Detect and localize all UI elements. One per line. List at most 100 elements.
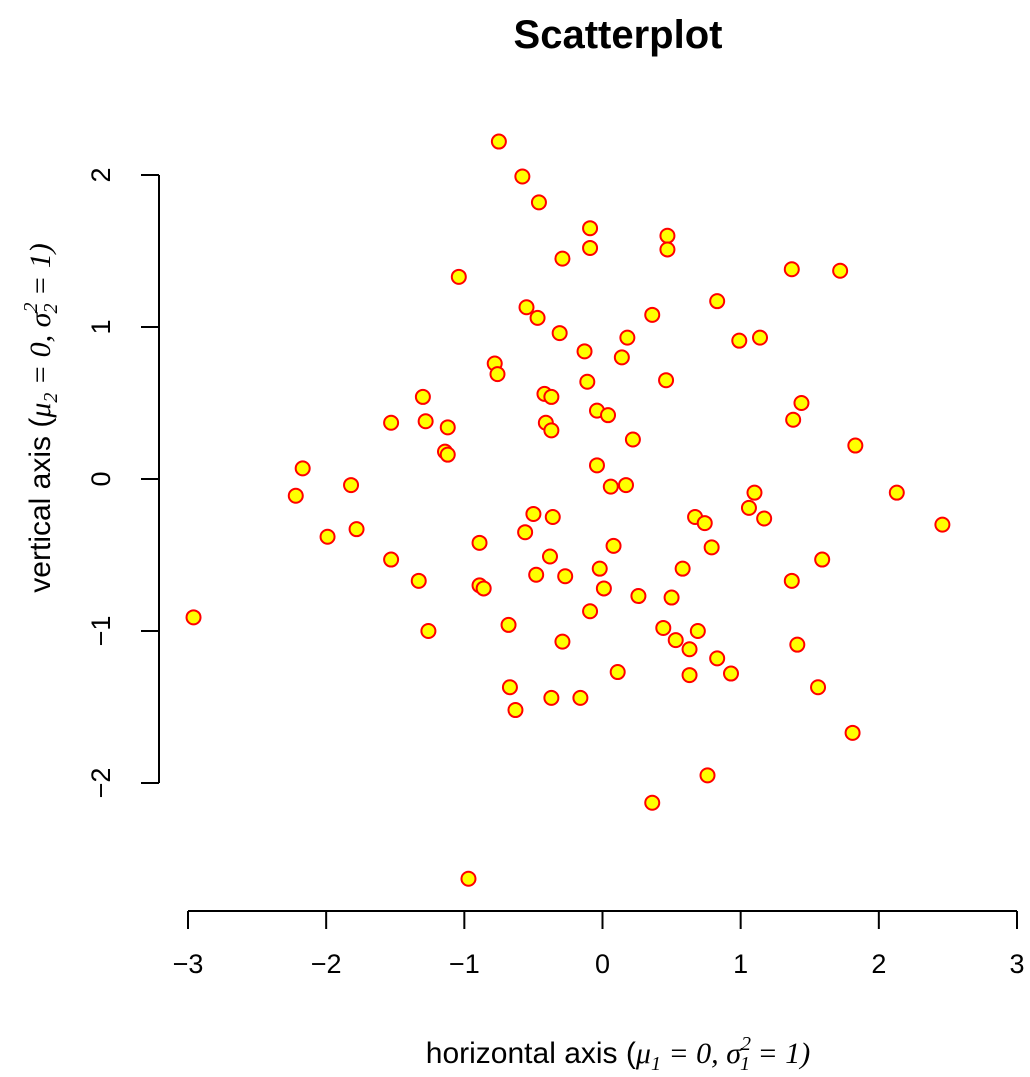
x-axis-label-mu-sub: 1 bbox=[651, 1053, 661, 1075]
scatter-point bbox=[689, 623, 706, 639]
scatter-point bbox=[814, 551, 831, 568]
scatter-point bbox=[832, 262, 849, 279]
scatter-point bbox=[582, 603, 599, 620]
x-axis-label-sigma: σ bbox=[726, 1037, 742, 1070]
scatter-point bbox=[543, 689, 560, 706]
y-axis-label-sigma-sub: 2 bbox=[40, 304, 62, 314]
chart-title: Scatterplot bbox=[514, 13, 723, 57]
scatter-point bbox=[696, 515, 713, 532]
scatter-point bbox=[703, 539, 720, 556]
scatter-point bbox=[185, 609, 202, 626]
x-tick-label: 3 bbox=[1009, 949, 1024, 979]
scatter-point bbox=[609, 664, 626, 681]
scatter-point bbox=[551, 325, 568, 342]
scatter-point bbox=[500, 616, 517, 633]
scatter-point bbox=[383, 414, 400, 431]
scatter-point bbox=[579, 373, 596, 390]
scatter-point bbox=[287, 487, 304, 504]
scatter-point bbox=[600, 407, 617, 424]
scatter-point bbox=[383, 551, 400, 568]
scatter-point bbox=[681, 667, 698, 684]
scatter-point bbox=[847, 437, 864, 454]
y-axis-label-sigma-sup: 2 bbox=[20, 303, 42, 313]
x-tick-label: 0 bbox=[595, 949, 610, 979]
scatter-point bbox=[294, 460, 311, 477]
x-axis-label-mu: μ bbox=[635, 1037, 651, 1070]
scatter-point bbox=[507, 702, 524, 719]
scatter-point bbox=[417, 413, 434, 430]
x-axis-label-prefix: horizontal axis ( bbox=[426, 1037, 636, 1070]
x-tick-label: −3 bbox=[173, 949, 204, 979]
y-tick-label: 0 bbox=[86, 471, 116, 486]
scatter-point bbox=[557, 568, 574, 585]
scatter-point bbox=[582, 239, 599, 256]
scatter-point bbox=[709, 650, 726, 667]
scatter-point bbox=[888, 484, 905, 501]
scatter-point bbox=[674, 560, 691, 577]
data-points bbox=[185, 133, 951, 887]
scatter-point bbox=[659, 227, 676, 244]
scatter-point bbox=[655, 619, 672, 636]
scatter-point bbox=[554, 633, 571, 650]
scatter-point bbox=[439, 446, 456, 463]
scatter-point bbox=[591, 560, 608, 577]
scatter-point bbox=[501, 679, 518, 696]
scatter-point bbox=[410, 572, 427, 589]
scatter-point bbox=[460, 870, 477, 887]
x-axis-label-suffix: = 1) bbox=[750, 1037, 810, 1070]
scatter-point bbox=[348, 521, 365, 538]
y-axis-label-mu-sub: 2 bbox=[40, 393, 62, 403]
x-tick-label: 2 bbox=[871, 949, 886, 979]
y-axis-label: vertical axis (μ2 = 0, σ22 = 1) bbox=[20, 243, 62, 592]
scatter-point bbox=[541, 548, 558, 565]
scatter-point bbox=[785, 411, 802, 428]
x-axis-label-mid: = 0, bbox=[661, 1037, 726, 1070]
scatter-point bbox=[793, 395, 810, 411]
scatter-point bbox=[617, 477, 634, 494]
y-axis-label-sigma: σ bbox=[24, 311, 57, 327]
x-tick-label: −2 bbox=[311, 949, 342, 979]
scatter-point bbox=[667, 632, 684, 649]
y-axis-label-prefix: vertical axis ( bbox=[24, 418, 57, 593]
y-axis-label-mid: = 0, bbox=[24, 327, 57, 392]
scatter-point bbox=[740, 499, 757, 516]
scatter-point bbox=[518, 299, 535, 316]
scatter-point bbox=[709, 293, 726, 310]
scatter-point bbox=[439, 419, 456, 436]
scatter-point bbox=[602, 478, 619, 495]
scatter-point bbox=[517, 524, 534, 541]
x-tick-label: −1 bbox=[449, 949, 480, 979]
scatter-point bbox=[746, 484, 763, 501]
x-axis: −3 −2 −1 0 1 2 3 bbox=[173, 910, 1025, 979]
scatter-point bbox=[343, 477, 360, 494]
scatter-point bbox=[582, 220, 599, 237]
scatter-point bbox=[844, 724, 861, 741]
scatter-point bbox=[644, 794, 661, 811]
scatter-point bbox=[934, 516, 951, 533]
scatter-point bbox=[554, 250, 571, 267]
scatter-point bbox=[588, 457, 605, 474]
y-axis-label-suffix: = 1) bbox=[24, 243, 57, 303]
scatter-point bbox=[471, 534, 488, 551]
scatter-point bbox=[450, 268, 467, 285]
scatter-point bbox=[514, 168, 531, 185]
y-axis: −2 −1 0 1 2 bbox=[86, 167, 160, 798]
scatter-point bbox=[544, 509, 561, 525]
scatter-point bbox=[681, 641, 698, 658]
y-axis-label-mu: μ bbox=[24, 403, 57, 419]
scatter-point bbox=[543, 422, 560, 439]
y-tick-label: 2 bbox=[86, 167, 116, 182]
y-tick-label: −1 bbox=[86, 616, 116, 647]
scatter-point bbox=[595, 580, 612, 597]
scatter-point bbox=[525, 505, 542, 522]
scatter-point bbox=[319, 528, 336, 545]
scatter-point bbox=[420, 623, 437, 639]
scatter-point bbox=[630, 588, 647, 605]
scatter-point bbox=[731, 332, 748, 349]
scatter-point bbox=[699, 767, 716, 784]
scatter-point bbox=[752, 329, 769, 346]
scatter-point bbox=[658, 372, 675, 389]
scatter-point bbox=[624, 431, 641, 448]
scatter-point bbox=[619, 329, 636, 346]
